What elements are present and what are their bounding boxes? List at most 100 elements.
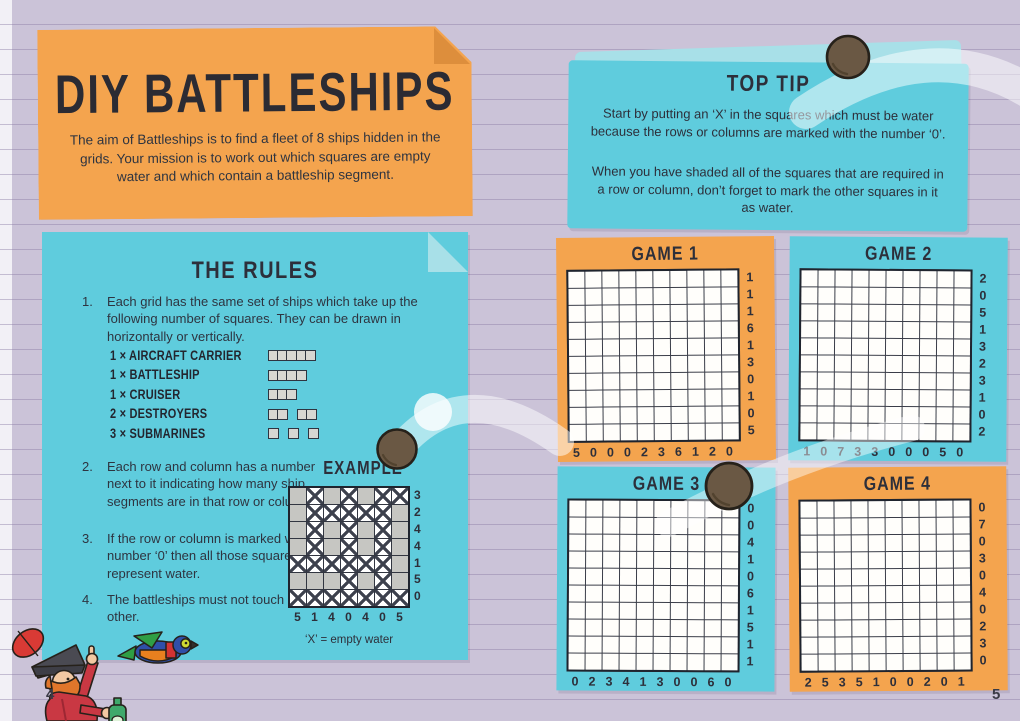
grid-cell[interactable] — [885, 389, 902, 407]
grid-cell[interactable] — [869, 620, 886, 637]
grid-cell[interactable] — [869, 586, 886, 603]
grid-cell[interactable] — [620, 517, 637, 534]
grid-cell[interactable] — [602, 271, 619, 288]
grid-cell[interactable] — [818, 620, 835, 637]
grid-cell[interactable] — [670, 321, 687, 338]
grid-cell[interactable] — [800, 501, 817, 518]
grid-cell[interactable] — [671, 406, 688, 423]
grid-cell[interactable] — [920, 322, 937, 339]
grid-cell[interactable] — [721, 321, 738, 338]
grid-cell[interactable] — [818, 321, 835, 338]
grid-cell[interactable] — [937, 288, 954, 305]
grid-cell[interactable] — [704, 637, 721, 654]
grid-cell[interactable] — [637, 373, 654, 390]
grid-cell[interactable] — [637, 551, 654, 568]
grid-cell[interactable] — [902, 517, 919, 534]
grid-cell[interactable] — [886, 585, 903, 603]
grid-cell[interactable] — [834, 355, 851, 372]
grid-cell[interactable] — [687, 270, 704, 287]
grid-cell[interactable] — [687, 603, 704, 620]
grid-cell[interactable] — [654, 372, 671, 390]
grid-cell[interactable] — [851, 355, 868, 372]
grid-cell[interactable] — [937, 585, 954, 602]
grid-cell[interactable] — [835, 603, 852, 620]
grid-cell[interactable] — [852, 586, 869, 603]
grid-cell[interactable] — [801, 270, 818, 287]
grid-cell[interactable] — [636, 322, 653, 339]
grid-cell[interactable] — [817, 552, 834, 569]
grid-cell[interactable] — [722, 535, 739, 552]
grid-cell[interactable] — [953, 534, 970, 551]
grid-cell[interactable] — [705, 535, 722, 552]
grid-cell[interactable] — [834, 535, 851, 552]
grid-cell[interactable] — [902, 568, 920, 585]
grid-cell[interactable] — [705, 389, 722, 406]
grid-cell[interactable] — [885, 500, 902, 518]
grid-cell[interactable] — [654, 534, 671, 552]
grid-cell[interactable] — [902, 373, 919, 390]
grid-cell[interactable] — [885, 338, 903, 356]
grid-cell[interactable] — [704, 569, 722, 586]
grid-cell[interactable] — [636, 271, 653, 288]
grid-cell[interactable] — [936, 551, 953, 568]
grid-cell[interactable] — [670, 603, 687, 620]
grid-cell[interactable] — [869, 637, 886, 654]
grid-cell[interactable] — [818, 603, 835, 620]
grid-cell[interactable] — [619, 271, 636, 288]
grid-cell[interactable] — [637, 500, 654, 517]
grid-cell[interactable] — [603, 407, 620, 424]
grid-cell[interactable] — [688, 552, 705, 569]
grid-cell[interactable] — [568, 653, 585, 670]
grid-cell[interactable] — [953, 517, 970, 534]
grid-cell[interactable] — [688, 372, 705, 389]
grid-cell[interactable] — [851, 406, 868, 423]
grid-cell[interactable] — [885, 372, 902, 390]
grid-cell[interactable] — [817, 389, 834, 406]
grid-cell[interactable] — [722, 518, 739, 535]
grid-cell[interactable] — [919, 517, 936, 534]
grid-cell[interactable] — [936, 568, 954, 585]
grid-cell[interactable] — [801, 321, 818, 338]
grid-cell[interactable] — [721, 637, 738, 654]
grid-cell[interactable] — [919, 356, 936, 373]
grid-cell[interactable] — [851, 389, 868, 406]
grid-cell[interactable] — [653, 304, 670, 322]
grid-cell[interactable] — [936, 390, 953, 407]
grid-cell[interactable] — [688, 423, 705, 440]
grid-cell[interactable] — [869, 603, 886, 620]
grid-cell[interactable] — [688, 535, 705, 552]
grid-cell[interactable] — [602, 602, 619, 619]
grid-cell[interactable] — [586, 356, 603, 373]
grid-cell[interactable] — [817, 569, 835, 586]
grid-cell[interactable] — [885, 406, 902, 424]
grid-cell[interactable] — [568, 322, 585, 339]
grid-cell[interactable] — [619, 585, 636, 602]
grid-cell[interactable] — [568, 568, 586, 585]
grid-cell[interactable] — [620, 500, 637, 517]
grid-cell[interactable] — [885, 355, 902, 373]
grid-cell[interactable] — [801, 603, 818, 620]
grid-cell[interactable] — [954, 602, 971, 619]
grid-cell[interactable] — [868, 406, 885, 423]
grid-cell[interactable] — [569, 517, 586, 534]
grid-cell[interactable] — [920, 653, 937, 670]
grid-cell[interactable] — [687, 637, 704, 654]
grid-cell[interactable] — [670, 586, 687, 603]
grid-cell[interactable] — [619, 619, 636, 636]
grid-cell[interactable] — [687, 620, 704, 637]
grid-cell[interactable] — [852, 654, 869, 671]
grid-cell[interactable] — [817, 406, 834, 423]
grid-cell[interactable] — [936, 534, 953, 551]
grid-cell[interactable] — [671, 552, 688, 569]
grid-cell[interactable] — [637, 517, 654, 534]
grid-cell[interactable] — [671, 372, 688, 389]
grid-cell[interactable] — [835, 620, 852, 637]
grid-cell[interactable] — [619, 305, 636, 322]
grid-cell[interactable] — [835, 321, 852, 338]
grid-cell[interactable] — [705, 552, 722, 569]
grid-cell[interactable] — [868, 518, 885, 535]
grid-cell[interactable] — [937, 653, 954, 670]
grid-cell[interactable] — [569, 424, 586, 441]
grid-cell[interactable] — [817, 423, 834, 440]
grid-cell[interactable] — [603, 356, 620, 373]
